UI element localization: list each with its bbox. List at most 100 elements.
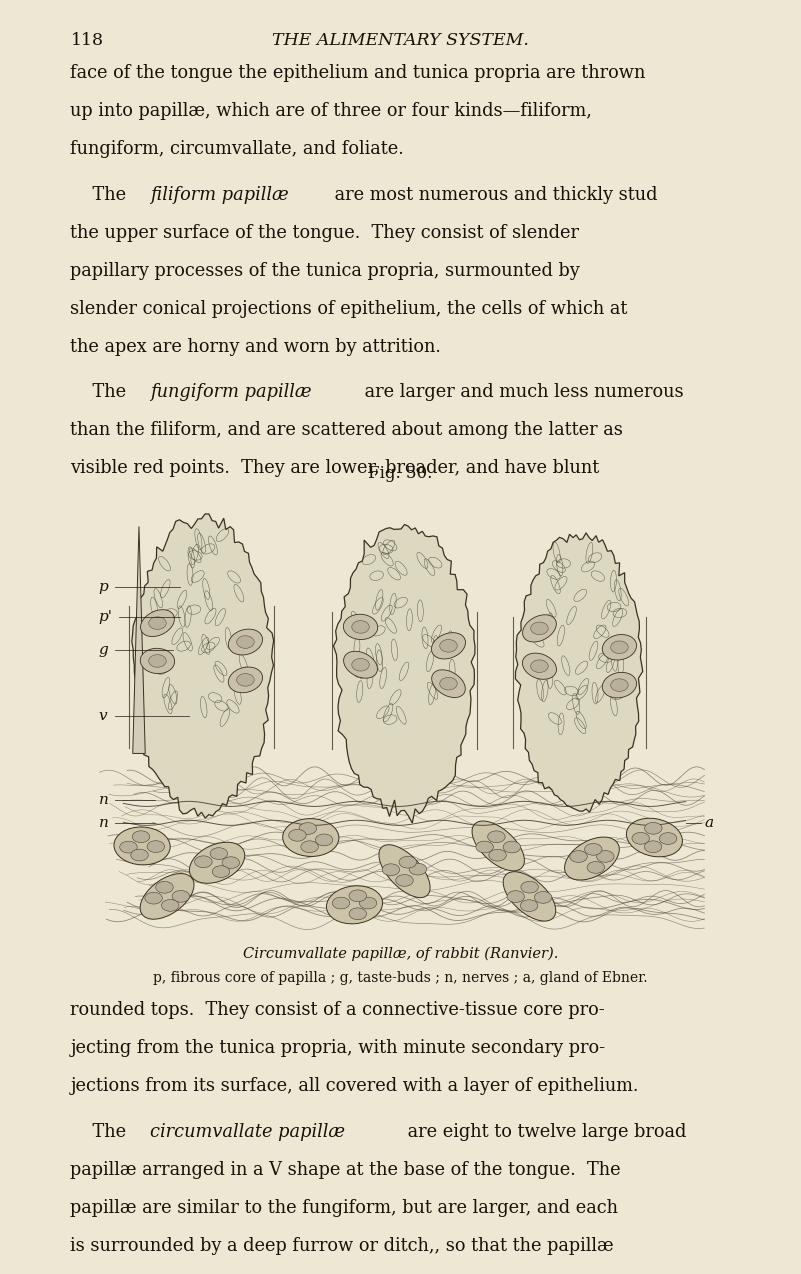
Ellipse shape [140,874,194,920]
Text: g: g [99,643,108,657]
Ellipse shape [349,908,367,920]
Ellipse shape [587,861,605,873]
Text: circumvallate papillæ: circumvallate papillæ [150,1122,345,1142]
Text: visible red points.  They are lower, broader, and have blunt: visible red points. They are lower, broa… [70,460,600,478]
Ellipse shape [352,620,369,633]
Text: n: n [99,792,108,806]
Text: v: v [99,708,107,722]
Ellipse shape [299,823,316,834]
Ellipse shape [570,851,587,862]
Ellipse shape [172,891,190,902]
Ellipse shape [162,899,179,911]
Ellipse shape [301,841,318,852]
Ellipse shape [476,841,493,852]
Ellipse shape [360,897,376,908]
Ellipse shape [349,891,367,902]
Ellipse shape [114,827,170,865]
Polygon shape [133,526,145,753]
Text: p, fibrous core of papilla ; g, taste-buds ; n, nerves ; a, gland of Ebner.: p, fibrous core of papilla ; g, taste-bu… [153,971,648,985]
Ellipse shape [236,674,254,687]
Text: p: p [99,581,108,595]
Text: jections from its surface, all covered with a layer of epithelium.: jections from its surface, all covered w… [70,1078,639,1096]
Ellipse shape [155,882,173,893]
Ellipse shape [399,856,417,868]
Ellipse shape [585,843,602,855]
Ellipse shape [632,832,650,845]
Ellipse shape [131,850,148,861]
Ellipse shape [522,615,557,642]
Ellipse shape [379,845,430,898]
Text: the upper surface of the tongue.  They consist of slender: the upper surface of the tongue. They co… [70,224,579,242]
Text: The: The [70,383,132,401]
Ellipse shape [149,655,167,668]
Ellipse shape [602,634,637,660]
Ellipse shape [489,850,506,861]
Text: a: a [705,815,714,829]
Text: p': p' [99,610,112,624]
Text: than the filiform, and are scattered about among the latter as: than the filiform, and are scattered abo… [70,422,623,440]
Ellipse shape [645,823,662,834]
Text: are eight to twelve large broad: are eight to twelve large broad [402,1122,686,1142]
Text: papillary processes of the tunica propria, surmounted by: papillary processes of the tunica propri… [70,262,580,280]
Ellipse shape [409,864,427,875]
Ellipse shape [440,678,457,691]
Text: up into papillæ, which are of three or four kinds—filiform,: up into papillæ, which are of three or f… [70,102,593,120]
Ellipse shape [432,670,465,697]
Ellipse shape [344,651,377,678]
Ellipse shape [644,841,662,852]
Ellipse shape [659,833,677,845]
Polygon shape [132,513,274,818]
Ellipse shape [534,892,552,903]
Ellipse shape [602,673,637,698]
Ellipse shape [316,834,333,846]
Ellipse shape [119,841,137,854]
Ellipse shape [522,654,557,679]
Ellipse shape [352,659,369,671]
Text: fungiform, circumvallate, and foliate.: fungiform, circumvallate, and foliate. [70,140,405,158]
Ellipse shape [332,897,350,908]
Ellipse shape [382,864,400,875]
Ellipse shape [472,820,525,871]
Ellipse shape [212,866,230,878]
Ellipse shape [531,660,548,673]
Text: are most numerous and thickly stud: are most numerous and thickly stud [329,186,658,204]
Text: jecting from the tunica propria, with minute secondary pro-: jecting from the tunica propria, with mi… [70,1040,606,1057]
Ellipse shape [503,871,556,921]
Ellipse shape [236,636,254,648]
Ellipse shape [396,874,413,887]
Ellipse shape [222,857,239,869]
Text: papillæ are similar to the fungiform, but are larger, and each: papillæ are similar to the fungiform, bu… [70,1199,618,1217]
Text: The: The [70,186,132,204]
Text: are larger and much less numerous: are larger and much less numerous [359,383,683,401]
Ellipse shape [503,841,521,852]
Text: rounded tops.  They consist of a connective-tissue core pro-: rounded tops. They consist of a connecti… [70,1001,606,1019]
Ellipse shape [507,891,525,902]
Ellipse shape [149,617,167,629]
Ellipse shape [147,841,164,852]
Ellipse shape [210,847,227,860]
Ellipse shape [610,641,628,654]
Text: papillæ arranged in a V shape at the base of the tongue.  The: papillæ arranged in a V shape at the bas… [70,1161,621,1178]
Ellipse shape [228,668,263,693]
Ellipse shape [440,640,457,652]
Text: Fig. 50.: Fig. 50. [368,465,433,482]
Ellipse shape [145,892,163,905]
Text: slender conical projections of epithelium, the cells of which at: slender conical projections of epitheliu… [70,299,628,317]
Text: the apex are horny and worn by attrition.: the apex are horny and worn by attrition… [70,338,441,355]
Ellipse shape [488,831,505,842]
Ellipse shape [140,610,175,637]
Ellipse shape [140,648,175,674]
Ellipse shape [565,837,619,880]
Ellipse shape [195,856,212,868]
Ellipse shape [521,882,538,893]
Text: is surrounded by a deep furrow or ditch,, so that the papillæ: is surrounded by a deep furrow or ditch,… [70,1237,614,1255]
Ellipse shape [432,633,465,659]
Text: Circumvallate papillæ, of rabbit (Ranvier).: Circumvallate papillæ, of rabbit (Ranvie… [243,947,558,961]
Ellipse shape [610,679,628,692]
Text: fungiform papillæ: fungiform papillæ [150,383,312,401]
Ellipse shape [626,818,682,857]
Ellipse shape [189,842,245,883]
Text: THE ALIMENTARY SYSTEM.: THE ALIMENTARY SYSTEM. [272,32,529,50]
Ellipse shape [531,622,548,634]
Polygon shape [515,533,642,813]
